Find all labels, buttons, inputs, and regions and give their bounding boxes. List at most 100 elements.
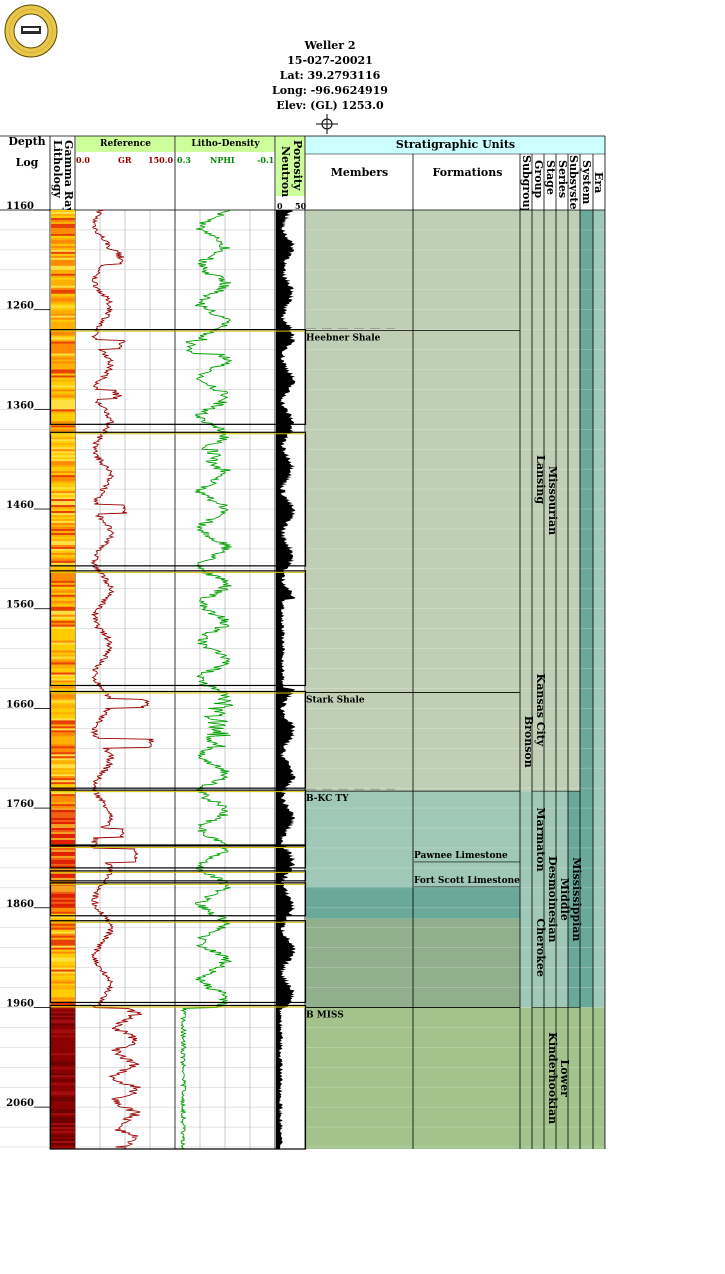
lithology-band [51, 461, 75, 464]
gamma-ray-title: Gamma Ray [62, 140, 75, 214]
lithology-band [51, 417, 75, 420]
lithology-band [51, 371, 75, 374]
lithology-band [51, 802, 75, 805]
lithology-band [51, 459, 75, 462]
lithology-band [51, 646, 75, 650]
lithology-band [51, 489, 75, 492]
lithology-band [51, 1041, 75, 1044]
member-label: B-KC TY [306, 794, 349, 804]
lithology-band [51, 893, 75, 897]
lithology-band [51, 686, 75, 689]
lithology-band [51, 1033, 75, 1036]
lithology-band [51, 530, 75, 534]
lithology-band [51, 481, 75, 484]
lithology-band [51, 766, 75, 769]
lithology-band [51, 796, 75, 799]
lithology-band [51, 987, 75, 991]
lithology-band [51, 528, 75, 532]
lithology-band [51, 425, 75, 428]
neutron-fill [276, 210, 296, 1149]
lithology-band [51, 451, 75, 454]
lithology-band [51, 706, 75, 709]
group-label: Cherokee [534, 918, 547, 977]
lithology-band [51, 756, 75, 759]
lithology-band [51, 375, 75, 378]
lithology-band [51, 331, 75, 335]
group-label: Marmaton [534, 807, 547, 871]
lithology-band [51, 562, 75, 566]
lithology-band [51, 532, 75, 536]
stage-label: Missourian [546, 466, 559, 535]
depth-tick-label: 1660 [6, 699, 34, 710]
lithology-band [51, 760, 75, 763]
lithology-band [51, 953, 75, 957]
lithology-band [51, 718, 75, 721]
lithology-band [51, 427, 75, 430]
lithology-band [51, 443, 75, 446]
lithology-band [51, 662, 75, 666]
lithology-band [51, 911, 75, 915]
lithology-band [51, 999, 75, 1002]
lithology-band [51, 680, 75, 683]
lithology-band [51, 782, 75, 785]
unit-col-fill [556, 210, 568, 792]
lithology-band [51, 369, 75, 372]
unit-col-fill [580, 1007, 593, 1149]
lithology-band [51, 1053, 75, 1056]
depth-title: Depth [8, 135, 46, 148]
lithology-band [51, 822, 75, 825]
lithology-band [51, 245, 75, 249]
core-interval-box [49, 431, 307, 567]
lithology-band [51, 1055, 75, 1058]
lithology-band [51, 556, 75, 560]
lithology-band [51, 610, 75, 614]
lithology-band [51, 660, 75, 664]
member-label: Stark Shale [306, 695, 365, 705]
lithology-band [51, 219, 75, 223]
lithology-band [51, 812, 75, 815]
lithology-band [51, 347, 75, 351]
lithology-band [51, 1113, 75, 1116]
lithology-band [51, 1009, 75, 1012]
lithology-band [51, 658, 75, 662]
lithology-band [51, 435, 75, 438]
core-interval-box [49, 882, 307, 917]
lithology-band [51, 957, 75, 961]
lithology-band [51, 764, 75, 767]
lithology-band [51, 1105, 75, 1108]
lithology-band [51, 1019, 75, 1022]
lithology-band [51, 598, 75, 602]
lithology-band [51, 325, 75, 329]
system-title: System [580, 160, 593, 205]
lithology-band [51, 251, 75, 255]
lithology-band [51, 855, 75, 859]
lithology-band [51, 630, 75, 634]
lithology-band [51, 885, 75, 889]
lithology-band [51, 1121, 75, 1124]
lithology-band [51, 688, 75, 691]
lithology-band [51, 1097, 75, 1100]
lithology-band [51, 576, 75, 580]
lithology-band [51, 786, 75, 789]
lithology-band [51, 285, 75, 289]
lithology-band [51, 674, 75, 678]
core-box-layer [49, 329, 307, 1150]
lithology-band [51, 267, 75, 271]
lithology-band [51, 273, 75, 277]
lithology-band [51, 628, 75, 632]
lithology-band [51, 1089, 75, 1092]
lithology-band [51, 905, 75, 909]
lithology-band [51, 247, 75, 251]
lithology-band [51, 339, 75, 343]
lithology-band [51, 289, 75, 293]
lithology-band [51, 387, 75, 390]
gr-curve [90, 209, 154, 1150]
lithology-band [51, 857, 75, 861]
lithology-band [51, 762, 75, 765]
lithology-band [51, 668, 75, 672]
lithology-band [51, 1065, 75, 1068]
lithology-band [51, 1085, 75, 1088]
lithology-band [51, 983, 75, 987]
lithology-band [51, 849, 75, 853]
